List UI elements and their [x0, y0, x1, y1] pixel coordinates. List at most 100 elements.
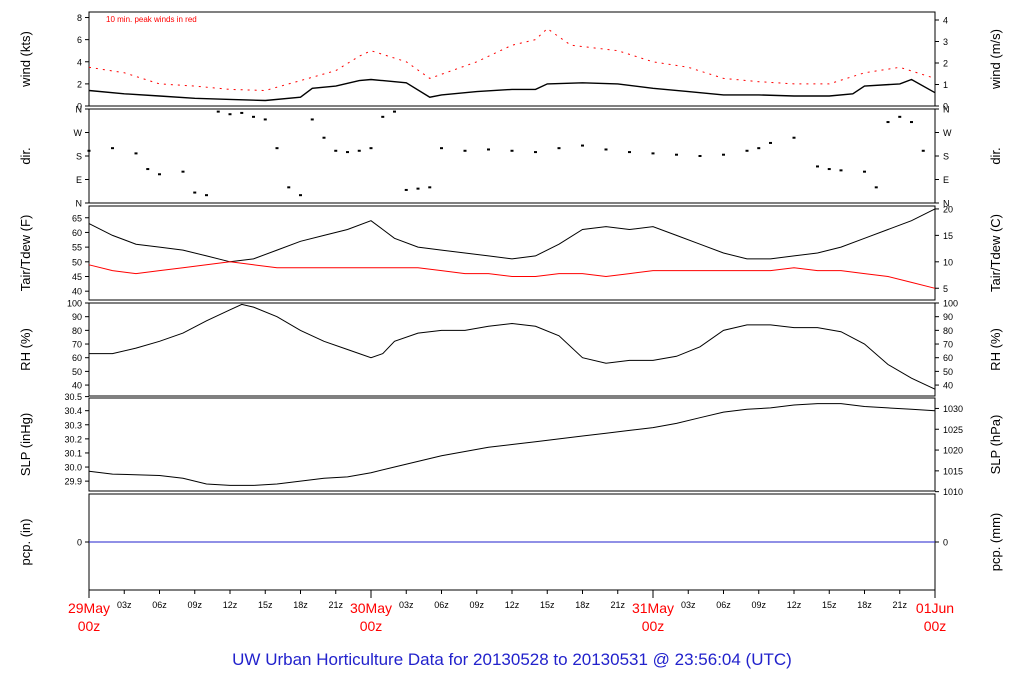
dir-right-tick-label: E [943, 175, 949, 185]
dir-right-tick-label: N [943, 199, 950, 209]
dir-point [216, 110, 220, 113]
dir-point [428, 186, 432, 189]
dir-point [557, 147, 561, 150]
wind-panel-frame [88, 11, 936, 107]
dir-point [863, 170, 866, 173]
rh-right-tick-label: 50 [943, 367, 953, 377]
slp-ylabel-right: SLP (hPa) [988, 415, 1003, 475]
rh-right-tick-label: 40 [943, 381, 953, 391]
time-tick-label: 12z [505, 600, 520, 610]
rh-left-tick-label: 80 [72, 326, 82, 336]
time-tick-label: 06z [716, 600, 731, 610]
slp-panel-frame [88, 397, 936, 492]
dir-point [369, 147, 373, 150]
time-tick-label: 18z [857, 600, 872, 610]
dir-left-tick-label: N [76, 105, 83, 115]
dir-ylabel-left: dir. [18, 147, 33, 164]
time-tick-label: 15z [258, 600, 273, 610]
dir-point [275, 147, 279, 150]
time-tick-label: 03z [681, 600, 696, 610]
slp-left-tick-label: 30.2 [64, 434, 82, 444]
pcp-ylabel-right: pcp. (mm) [988, 513, 1003, 572]
dir-point [87, 149, 91, 152]
wind-left-tick-label: 4 [77, 57, 82, 67]
time-day-label: 31May [632, 600, 674, 616]
wind-right-tick-label: 3 [943, 37, 948, 47]
temp-panel-frame [88, 205, 936, 301]
dir-point [228, 113, 232, 116]
time-day-sublabel: 00z [924, 618, 947, 634]
slp-left-tick-label: 30.3 [64, 420, 82, 430]
time-day-label: 30May [350, 600, 392, 616]
dir-point [839, 169, 843, 172]
time-tick-label: 09z [469, 600, 484, 610]
slp-left-tick-label: 29.9 [64, 477, 82, 487]
dir-point [534, 151, 537, 154]
dir-point [675, 153, 678, 156]
rh-left-tick-label: 90 [72, 312, 82, 322]
dir-point [604, 148, 608, 151]
time-tick-label: 21z [892, 600, 907, 610]
dir-point [357, 149, 361, 152]
slp-ylabel-left: SLP (inHg) [18, 413, 33, 476]
slp-right-tick-label: 1015 [943, 466, 963, 476]
wind-left-tick-label: 6 [77, 35, 82, 45]
dir-left-tick-label: N [76, 199, 83, 209]
rh-panel-frame [88, 302, 936, 397]
rh-right-tick-label: 100 [943, 299, 958, 309]
temp-left-tick-label: 60 [72, 228, 82, 238]
temp-series-line [88, 208, 936, 263]
time-tick-label: 03z [399, 600, 414, 610]
pcp-left-tick-label: 0 [77, 538, 82, 548]
dir-right-tick-label: W [943, 128, 952, 138]
time-tick-label: 12z [223, 600, 238, 610]
wind-left-tick-label: 0 [77, 102, 82, 112]
rh-right-tick-label: 60 [943, 353, 953, 363]
dir-right-tick-label: N [943, 105, 950, 115]
temp-right-tick-label: 20 [943, 204, 953, 214]
dir-point [651, 152, 655, 155]
slp-right-tick-label: 1010 [943, 487, 963, 497]
pcp-ylabel-left: pcp. (in) [18, 519, 33, 566]
rh-series-line [89, 303, 936, 390]
slp-left-tick-label: 30.1 [64, 448, 82, 458]
chart-footer-title: UW Urban Horticulture Data for 20130528 … [232, 650, 792, 669]
dir-point [440, 147, 443, 150]
wind-right-tick-label: 0 [943, 102, 948, 112]
temp-left-tick-label: 45 [72, 272, 82, 282]
dir-point [581, 144, 584, 147]
dir-point [745, 149, 749, 152]
temp-left-tick-label: 40 [72, 287, 82, 297]
dir-point [921, 149, 925, 152]
dir-point [334, 149, 338, 152]
dir-panel-frame [88, 108, 936, 204]
dir-point [287, 186, 291, 189]
rh-left-tick-label: 50 [72, 367, 82, 377]
dir-point [158, 173, 161, 176]
time-tick-label: 21z [610, 600, 625, 610]
wind-ylabel-right: wind (m/s) [988, 29, 1003, 90]
dir-point [769, 141, 772, 144]
rh-right-tick-label: 90 [943, 312, 953, 322]
time-tick-label: 06z [434, 600, 449, 610]
time-day-label: 29May [68, 600, 110, 616]
time-tick-label: 21z [328, 600, 343, 610]
time-tick-label: 18z [293, 600, 308, 610]
dir-ylabel-right: dir. [988, 147, 1003, 164]
dir-left-tick-label: W [74, 128, 83, 138]
dir-point [322, 136, 326, 139]
time-tick-label: 15z [822, 600, 837, 610]
time-day-sublabel: 00z [78, 618, 101, 634]
dir-point [181, 170, 185, 173]
rh-left-tick-label: 40 [72, 381, 82, 391]
dir-point [792, 136, 796, 139]
dir-point [816, 165, 819, 168]
slp-left-tick-label: 30.5 [64, 392, 82, 402]
dir-point [193, 191, 197, 194]
rh-left-tick-label: 70 [72, 340, 82, 350]
slp-right-tick-label: 1025 [943, 425, 963, 435]
slp-left-tick-label: 30.0 [64, 463, 82, 473]
dir-left-tick-label: S [76, 152, 82, 162]
wind-right-tick-label: 1 [943, 80, 948, 90]
